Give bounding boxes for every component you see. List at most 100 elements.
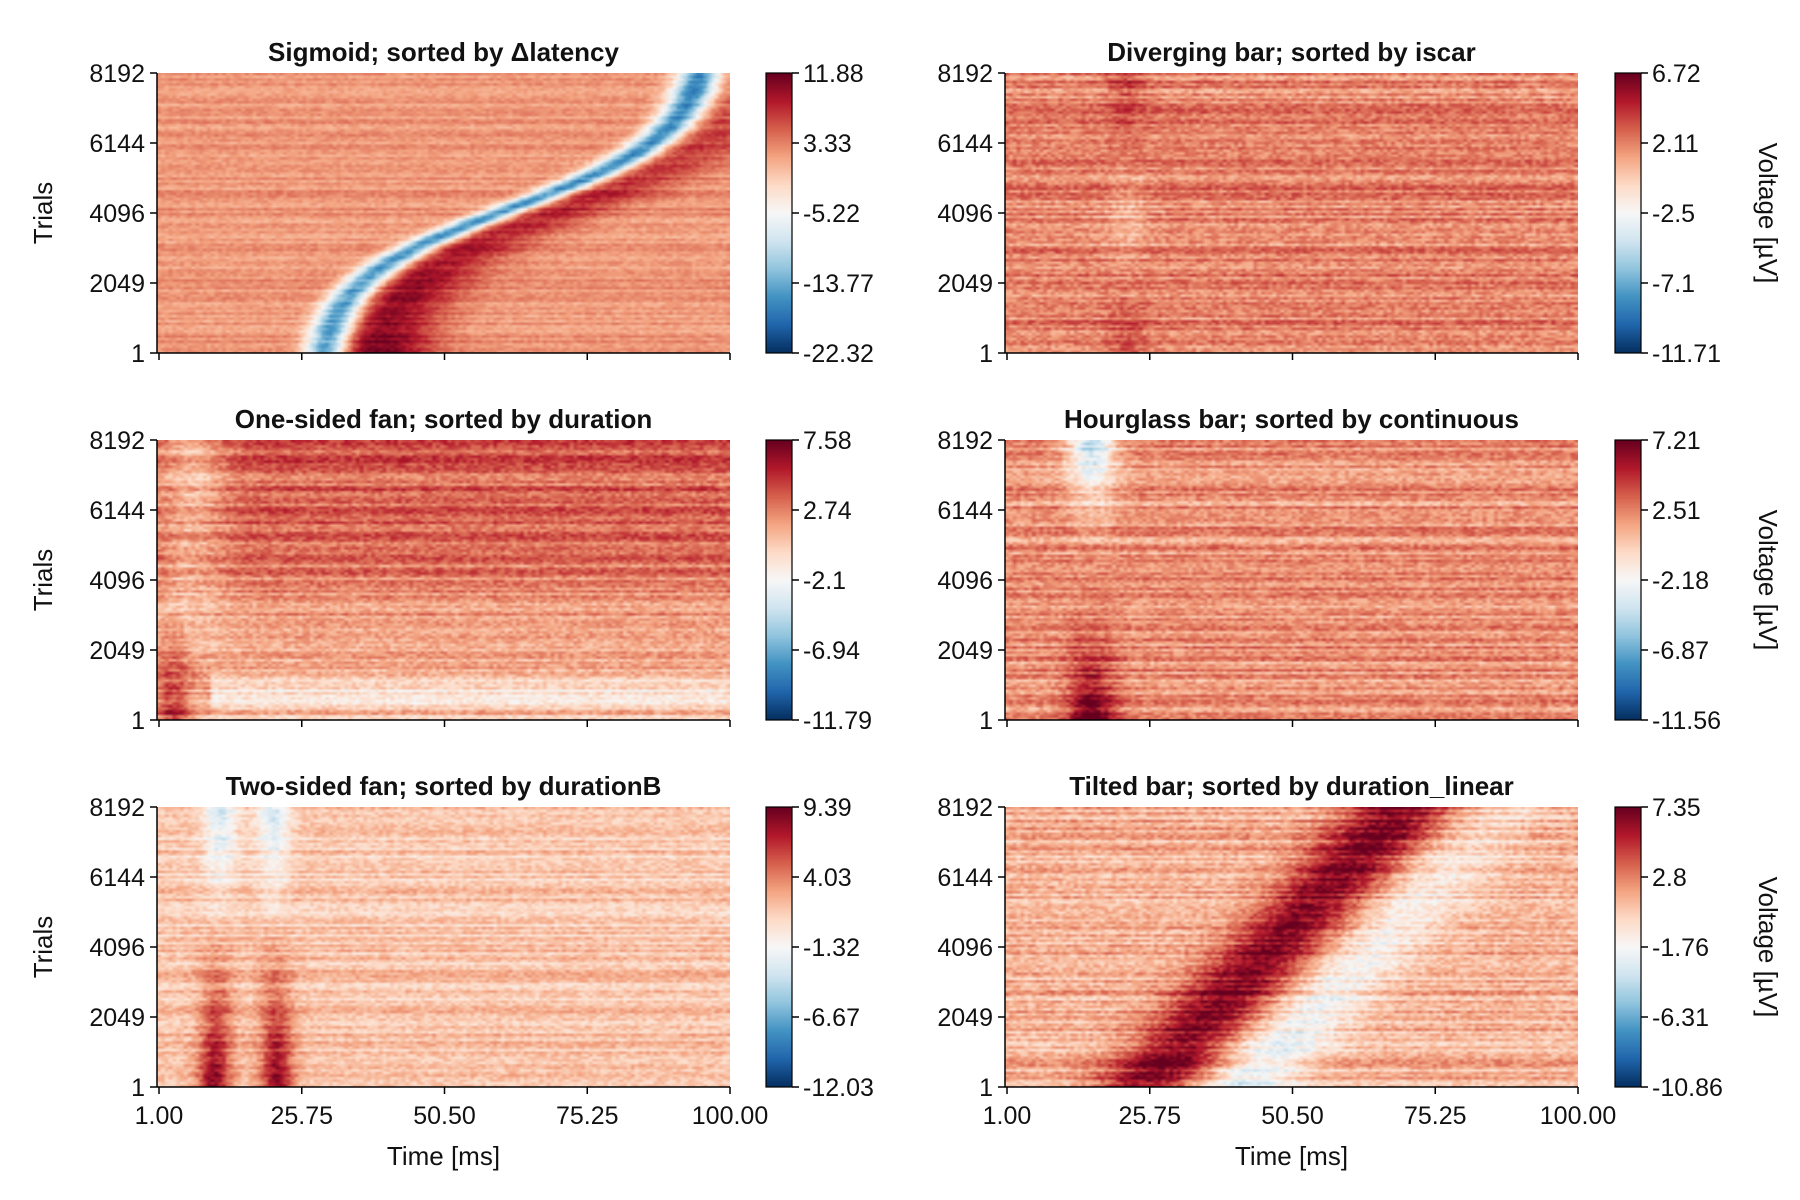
colorbar-tick-label: 2.8 (1652, 864, 1687, 892)
colorbar-tick-label: 2.11 (1652, 130, 1699, 158)
panel-title: Diverging bar; sorted by iscar (1107, 37, 1475, 67)
colorbar-tick-label: 6.72 (1652, 60, 1701, 88)
y-axis-label: Trials (28, 916, 58, 979)
heatmap-image (1005, 73, 1578, 353)
colorbar-tick-label: -13.77 (803, 270, 874, 298)
x-tick-label: 25.75 (270, 1102, 333, 1130)
colorbar-tick-label: 7.58 (803, 427, 852, 455)
x-tick-label: 75.25 (1404, 1102, 1467, 1130)
panel-6: Tilted bar; sorted by duration_linear 1 20… (937, 771, 1783, 1171)
colorbar (1615, 73, 1641, 353)
colorbar-tick-label: -11.71 (1652, 340, 1721, 368)
colorbar-label: Voltage [µV] (1753, 143, 1783, 284)
y-tick-label: 1 (131, 340, 145, 368)
y-axis-label: Trials (28, 549, 58, 612)
y-tick-label: 1 (979, 707, 993, 735)
y-tick-label: 8192 (89, 427, 145, 455)
y-tick-label: 4096 (89, 567, 145, 595)
colorbar-tick-label: 2.74 (803, 497, 852, 525)
x-tick-label: 25.75 (1118, 1102, 1181, 1130)
colorbar-tick-label: 9.39 (803, 794, 852, 822)
x-axis-label: Time [ms] (1235, 1141, 1348, 1171)
y-tick-label: 2049 (89, 270, 145, 298)
colorbar-label: Voltage [µV] (1753, 877, 1783, 1018)
colorbar-tick-label: -2.5 (1652, 200, 1695, 228)
colorbar-tick-label: -11.56 (1652, 707, 1721, 735)
heatmap-image (157, 73, 730, 353)
colorbar-tick-label: -1.32 (803, 934, 860, 962)
heatmap-image (1005, 440, 1578, 720)
colorbar-label: Voltage [µV] (1753, 510, 1783, 651)
colorbar-tick-label: -6.87 (1652, 637, 1709, 665)
panel-4: Hourglass bar; sorted by continuous 1 2049… (937, 404, 1783, 735)
x-tick-label: 100.00 (692, 1102, 768, 1130)
colorbar-tick-label: -11.79 (803, 707, 872, 735)
y-tick-label: 2049 (937, 1004, 993, 1032)
y-tick-label: 4096 (89, 200, 145, 228)
y-tick-label: 4096 (937, 200, 993, 228)
y-tick-label: 6144 (937, 497, 993, 525)
panel-title: Two-sided fan; sorted by durationB (226, 771, 662, 801)
x-tick-label: 50.50 (1261, 1102, 1324, 1130)
y-tick-label: 4096 (89, 934, 145, 962)
colorbar-tick-label: 3.33 (803, 130, 852, 158)
colorbar-tick-label: -10.86 (1652, 1074, 1723, 1102)
x-tick-label: 1.00 (135, 1102, 184, 1130)
panel-title: One-sided fan; sorted by duration (235, 404, 652, 434)
heatmap-image (1005, 807, 1578, 1087)
panel-title: Hourglass bar; sorted by continuous (1064, 404, 1519, 434)
x-tick-label: 100.00 (1540, 1102, 1616, 1130)
heatmap-image (157, 807, 730, 1087)
y-tick-label: 4096 (937, 567, 993, 595)
y-tick-label: 8192 (937, 794, 993, 822)
panel-title: Tilted bar; sorted by duration_linear (1069, 771, 1514, 801)
y-tick-label: 4096 (937, 934, 993, 962)
colorbar-tick-label: -6.67 (803, 1004, 860, 1032)
y-tick-label: 6144 (89, 130, 145, 158)
colorbar-tick-label: 7.35 (1652, 794, 1701, 822)
y-tick-label: 8192 (937, 427, 993, 455)
panel-title: Sigmoid; sorted by Δlatency (268, 37, 620, 67)
x-tick-label: 50.50 (413, 1102, 476, 1130)
y-tick-label: 6144 (937, 864, 993, 892)
colorbar-tick-label: -5.22 (803, 200, 860, 228)
y-tick-label: 6144 (89, 864, 145, 892)
colorbar-tick-label: 4.03 (803, 864, 852, 892)
colorbar-tick-label: -1.76 (1652, 934, 1709, 962)
panel-3: One-sided fan; sorted by duration 1 2049 40… (28, 404, 872, 735)
x-tick-label: 75.25 (556, 1102, 619, 1130)
colorbar-tick-label: 11.88 (803, 60, 864, 88)
colorbar-tick-label: -2.1 (803, 567, 846, 595)
y-tick-label: 2049 (937, 270, 993, 298)
colorbar (766, 807, 792, 1087)
colorbar (766, 440, 792, 720)
colorbar (1615, 440, 1641, 720)
colorbar-tick-label: -7.1 (1652, 270, 1695, 298)
y-tick-label: 8192 (89, 60, 145, 88)
y-tick-label: 2049 (89, 1004, 145, 1032)
y-tick-label: 1 (131, 707, 145, 735)
x-tick-label: 1.00 (983, 1102, 1032, 1130)
colorbar-tick-label: -2.18 (1652, 567, 1709, 595)
colorbar-tick-label: 2.51 (1652, 497, 1701, 525)
y-tick-label: 1 (979, 340, 993, 368)
colorbar-tick-label: -12.03 (803, 1074, 874, 1102)
panel-5: Two-sided fan; sorted by durationB 1 2049 4… (28, 771, 874, 1171)
y-tick-label: 2049 (937, 637, 993, 665)
y-tick-label: 1 (131, 1074, 145, 1102)
panel-2: Diverging bar; sorted by iscar 1 2049 4096 6… (937, 37, 1783, 368)
x-axis-label: Time [ms] (387, 1141, 500, 1171)
colorbar (1615, 807, 1641, 1087)
heatmap-image (157, 440, 730, 720)
colorbar (766, 73, 792, 353)
y-tick-label: 1 (979, 1074, 993, 1102)
y-tick-label: 6144 (937, 130, 993, 158)
panel-1: Sigmoid; sorted by Δlatency 1 2049 4096 6144… (28, 37, 874, 368)
y-tick-label: 6144 (89, 497, 145, 525)
colorbar-tick-label: -6.31 (1652, 1004, 1709, 1032)
colorbar-tick-label: -6.94 (803, 637, 860, 665)
y-axis-label: Trials (28, 182, 58, 245)
y-tick-label: 8192 (937, 60, 993, 88)
colorbar-tick-label: 7.21 (1652, 427, 1701, 455)
